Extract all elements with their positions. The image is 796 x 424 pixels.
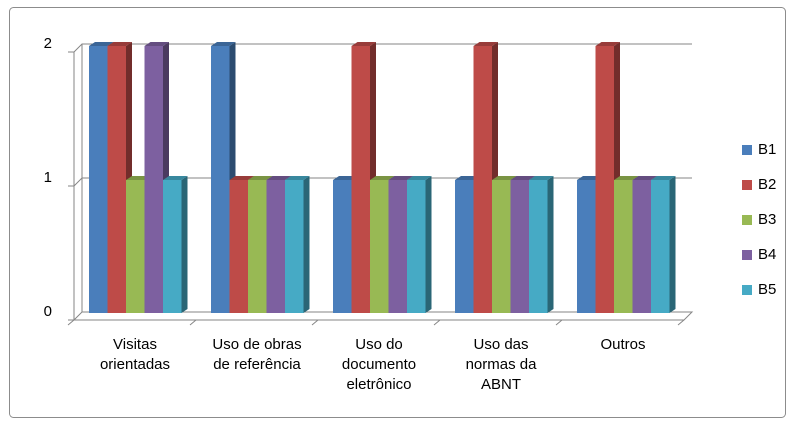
x-tick-label: Uso do documento eletrônico <box>341 336 417 393</box>
bar-top <box>144 42 169 46</box>
bar-top <box>577 176 602 180</box>
bar-top <box>473 42 498 46</box>
bar-side <box>425 176 432 313</box>
bar <box>285 176 310 313</box>
bar <box>163 176 188 313</box>
bar-top <box>163 176 188 180</box>
bar-front <box>229 180 248 313</box>
bar-front <box>248 180 267 313</box>
bar-top <box>351 42 376 46</box>
bar-front <box>473 46 492 313</box>
x-tick-label: Uso de obras de referência <box>212 336 302 373</box>
bar-top <box>510 176 535 180</box>
legend-swatch <box>742 180 752 190</box>
bar-front <box>492 180 511 313</box>
bar-top <box>632 176 657 180</box>
legend-label: B2 <box>758 176 776 193</box>
bar-front <box>163 180 182 313</box>
x-tick <box>67 319 75 326</box>
x-tick <box>433 319 441 326</box>
bar-front <box>529 180 548 313</box>
bar-front <box>632 180 651 313</box>
bar-top <box>266 176 291 180</box>
bar-front <box>126 180 145 313</box>
bar <box>529 176 554 313</box>
x-tick <box>555 319 563 326</box>
bar-top <box>211 42 236 46</box>
bar-front <box>388 180 407 313</box>
x-tick <box>677 319 685 326</box>
bar-front <box>614 180 633 313</box>
legend-swatch <box>742 145 752 155</box>
bar-top <box>492 176 517 180</box>
bar-front <box>266 180 285 313</box>
legend-label: B3 <box>758 211 776 228</box>
x-tick <box>189 319 197 326</box>
bar-side <box>303 176 310 313</box>
bar-side <box>669 176 676 313</box>
bar-front <box>510 180 529 313</box>
bar-front <box>333 180 352 313</box>
bar-front <box>144 46 163 313</box>
bar-front <box>455 180 474 313</box>
bar-top <box>455 176 480 180</box>
legend-label: B5 <box>758 281 776 298</box>
bar-top <box>107 42 132 46</box>
bar <box>407 176 432 313</box>
bar <box>651 176 676 313</box>
floor <box>73 311 694 321</box>
bar-top <box>595 42 620 46</box>
x-tick-label: Outros <box>600 336 646 353</box>
bar-top <box>89 42 114 46</box>
bar-top <box>407 176 432 180</box>
legend-swatch <box>742 250 752 260</box>
bar-front <box>351 46 370 313</box>
legend-label: B1 <box>758 141 776 158</box>
x-tick-label: Visitas orientadas <box>99 336 171 373</box>
legend-label: B4 <box>758 246 776 263</box>
x-tick <box>311 319 319 326</box>
x-tick-label: Uso das normas da ABNT <box>465 336 537 393</box>
bar-front <box>595 46 614 313</box>
y-tick-label: 2 <box>44 35 52 52</box>
bar-top <box>126 176 151 180</box>
bar-top <box>333 176 358 180</box>
bar-front <box>285 180 304 313</box>
bar-top <box>651 176 676 180</box>
bar <box>351 42 376 313</box>
y-tick-label: 0 <box>44 303 52 320</box>
bar-front <box>407 180 426 313</box>
bar-top <box>388 176 413 180</box>
legend-swatch <box>742 215 752 225</box>
bar-top <box>614 176 639 180</box>
bar-top <box>248 176 273 180</box>
bar-top <box>229 176 254 180</box>
bar-top <box>285 176 310 180</box>
legend-swatch <box>742 285 752 295</box>
bar-front <box>89 46 108 313</box>
bar-front <box>211 46 230 313</box>
bar-side <box>547 176 554 313</box>
bar-front <box>370 180 389 313</box>
bar-front <box>577 180 596 313</box>
y-tick-label: 1 <box>44 169 52 186</box>
bar-side <box>181 176 188 313</box>
bar-front <box>107 46 126 313</box>
bar-top <box>529 176 554 180</box>
bar-front <box>651 180 670 313</box>
bar-top <box>370 176 395 180</box>
